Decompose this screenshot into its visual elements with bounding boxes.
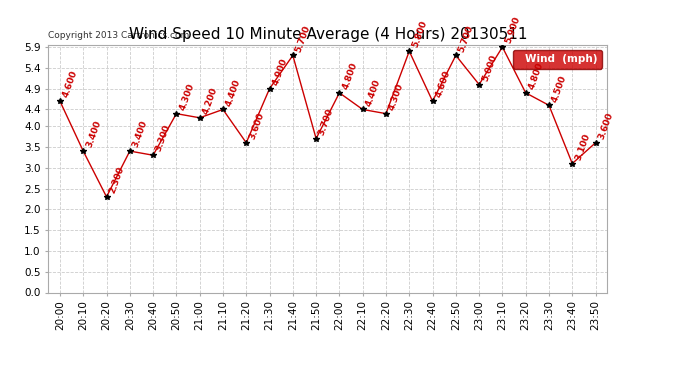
Text: 4.600: 4.600 <box>61 69 79 99</box>
Text: 4.800: 4.800 <box>527 61 545 91</box>
Text: 4.600: 4.600 <box>434 69 452 99</box>
Text: 4.400: 4.400 <box>364 78 382 107</box>
Text: 3.400: 3.400 <box>84 119 103 149</box>
Text: 3.600: 3.600 <box>248 111 266 141</box>
Text: 3.600: 3.600 <box>597 111 615 141</box>
Legend: Wind  (mph): Wind (mph) <box>513 50 602 69</box>
Text: 4.500: 4.500 <box>550 74 569 103</box>
Text: 3.300: 3.300 <box>155 124 172 153</box>
Text: 5.000: 5.000 <box>480 53 498 82</box>
Text: 5.900: 5.900 <box>504 15 522 45</box>
Text: 3.400: 3.400 <box>131 119 149 149</box>
Text: 5.800: 5.800 <box>411 20 428 49</box>
Text: 4.800: 4.800 <box>341 61 359 91</box>
Text: Copyright 2013 Cartronics.com: Copyright 2013 Cartronics.com <box>48 31 190 40</box>
Text: 4.300: 4.300 <box>387 82 405 111</box>
Text: 5.700: 5.700 <box>294 24 312 53</box>
Text: 5.700: 5.700 <box>457 24 475 53</box>
Text: 2.300: 2.300 <box>108 165 126 195</box>
Text: 4.900: 4.900 <box>270 57 289 87</box>
Text: 3.100: 3.100 <box>573 132 591 162</box>
Text: 4.200: 4.200 <box>201 86 219 116</box>
Title: Wind Speed 10 Minute Average (4 Hours) 20130511: Wind Speed 10 Minute Average (4 Hours) 2… <box>128 27 527 42</box>
Text: 4.400: 4.400 <box>224 78 242 107</box>
Text: 3.700: 3.700 <box>317 107 335 136</box>
Text: 4.300: 4.300 <box>177 82 196 111</box>
